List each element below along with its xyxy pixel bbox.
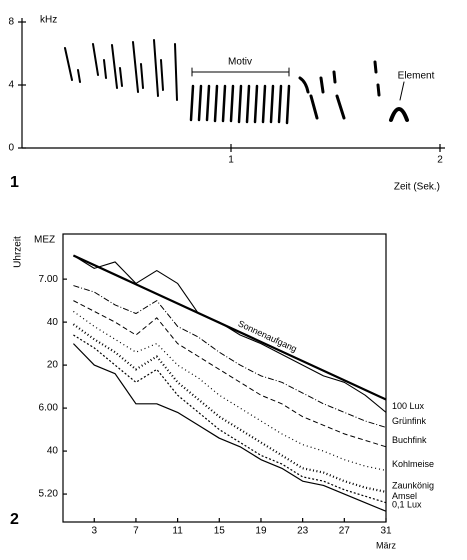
series-line <box>73 285 387 428</box>
x-tick-label: 7 <box>133 526 139 537</box>
x-tick-label: 2 <box>437 155 443 166</box>
y-tick-label: 4 <box>8 80 14 91</box>
x-tick-label: 1 <box>228 155 234 166</box>
annotation: Motiv <box>228 57 252 68</box>
series-label: Kohlmeise <box>392 459 434 469</box>
x-tick-label: 27 <box>339 526 351 537</box>
series-label: 100 Lux <box>392 401 425 411</box>
series-line <box>73 334 387 504</box>
y-unit: MEZ <box>34 235 55 246</box>
x-tick-label: 11 <box>172 526 183 537</box>
x-tick-label: 31 <box>380 526 392 537</box>
y-tick-label: 40 <box>47 446 59 457</box>
y-tick-label: 5.20 <box>39 489 59 500</box>
series-line <box>72 323 387 493</box>
y-tick-label: 7.00 <box>39 274 59 285</box>
y-axis-label: Uhrzeit <box>13 236 24 268</box>
series-line <box>72 343 387 512</box>
x-tick-label: 15 <box>214 526 226 537</box>
x-axis-label: Zeit (Sek.) <box>394 182 440 193</box>
series-label: Zaunkönig <box>392 480 434 490</box>
panel-label: 1 <box>10 174 19 191</box>
series-line <box>72 254 387 401</box>
y-tick-label: 40 <box>47 317 59 328</box>
y-tick-label: 8 <box>8 17 14 28</box>
sonogram <box>64 39 409 125</box>
series-label: Sonnenaufgang <box>237 318 299 354</box>
x-tick-label: 23 <box>297 526 309 537</box>
y-tick-label: 6.00 <box>39 403 59 414</box>
series-line <box>73 310 387 472</box>
series-line <box>73 255 387 413</box>
series-line <box>73 300 387 448</box>
annotation: Element <box>398 71 435 82</box>
x-tick-label: 3 <box>91 526 97 537</box>
panel-label: 2 <box>10 511 19 528</box>
x-tick-label: 19 <box>255 526 267 537</box>
y-tick-label: 0 <box>8 143 14 154</box>
y-tick-label: 20 <box>47 360 59 371</box>
y-axis-label: kHz <box>40 15 57 26</box>
plot-frame <box>62 233 387 523</box>
series-label: Buchfink <box>392 435 427 445</box>
series-label: Amsel <box>392 491 417 501</box>
series-label: 0,1 Lux <box>392 500 422 510</box>
x-axis-label: März <box>376 540 396 550</box>
series-label: Grünfink <box>392 416 427 426</box>
